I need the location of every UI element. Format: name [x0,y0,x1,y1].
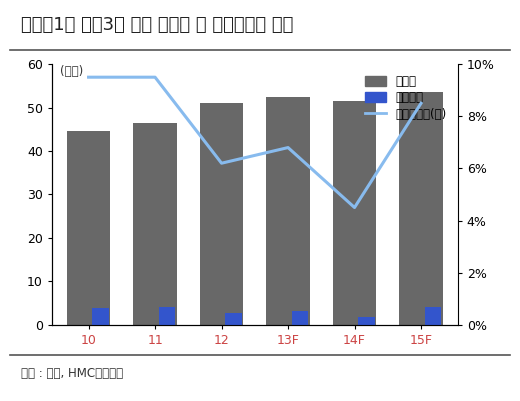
영업이익률(우) [285,145,291,150]
Text: 자료 : 각사, HMC투자증권: 자료 : 각사, HMC투자증권 [21,367,123,380]
Bar [425,306,441,325]
영업이익률(우) [85,75,92,79]
Bar [333,101,376,325]
Bar [225,313,242,325]
Bar [266,97,309,325]
Bar [200,103,243,325]
Bar [358,317,375,325]
Legend: 매출액, 영업이익, 영업이익률(우): 매출액, 영업이익, 영업이익률(우) [360,70,452,126]
Line: 영업이익률(우): 영업이익률(우) [88,77,421,208]
Bar [67,132,110,325]
Bar [134,123,177,325]
Bar [399,92,443,325]
Bar [159,308,175,325]
Bar [292,311,308,325]
Bar [92,308,109,325]
영업이익률(우) [218,161,225,166]
영업이익률(우) [352,205,358,210]
Text: (조원): (조원) [60,65,83,79]
Text: 〈그림1〉 통신3사 합산 매출액 및 영업이익률 추이: 〈그림1〉 통신3사 합산 매출액 및 영업이익률 추이 [21,16,293,34]
영업이익률(우) [418,101,424,105]
영업이익률(우) [152,75,158,79]
